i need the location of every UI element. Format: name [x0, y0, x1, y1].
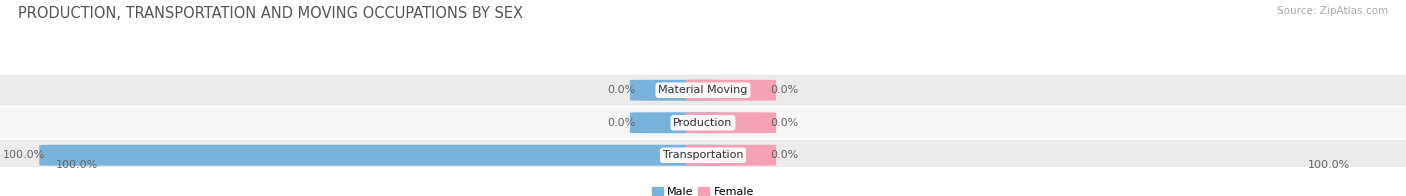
Text: 0.0%: 0.0% — [607, 85, 636, 95]
Text: Production: Production — [673, 118, 733, 128]
FancyBboxPatch shape — [0, 75, 1406, 106]
Legend: Male, Female: Male, Female — [647, 182, 759, 196]
FancyBboxPatch shape — [686, 80, 776, 101]
FancyBboxPatch shape — [686, 145, 776, 166]
FancyBboxPatch shape — [39, 145, 720, 166]
FancyBboxPatch shape — [630, 112, 720, 133]
Text: 0.0%: 0.0% — [770, 150, 799, 160]
Text: 100.0%: 100.0% — [3, 150, 45, 160]
Text: 0.0%: 0.0% — [770, 118, 799, 128]
Text: 100.0%: 100.0% — [1308, 160, 1350, 170]
FancyBboxPatch shape — [630, 80, 720, 101]
Text: Transportation: Transportation — [662, 150, 744, 160]
FancyBboxPatch shape — [0, 140, 1406, 171]
Text: Source: ZipAtlas.com: Source: ZipAtlas.com — [1277, 6, 1388, 16]
Text: Material Moving: Material Moving — [658, 85, 748, 95]
Text: 100.0%: 100.0% — [56, 160, 98, 170]
FancyBboxPatch shape — [686, 112, 776, 133]
Text: 0.0%: 0.0% — [770, 85, 799, 95]
Text: 0.0%: 0.0% — [607, 118, 636, 128]
Text: PRODUCTION, TRANSPORTATION AND MOVING OCCUPATIONS BY SEX: PRODUCTION, TRANSPORTATION AND MOVING OC… — [18, 6, 523, 21]
FancyBboxPatch shape — [0, 107, 1406, 138]
